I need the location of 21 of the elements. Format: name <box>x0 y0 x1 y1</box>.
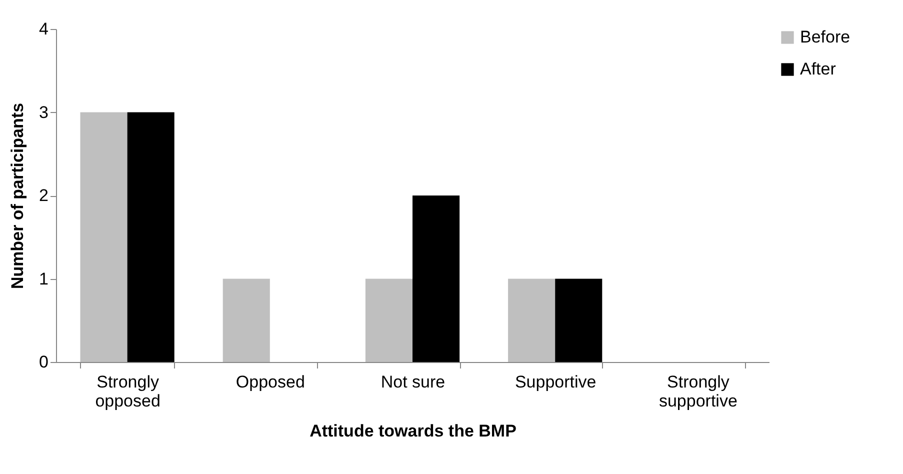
y-tick-label: 4 <box>39 20 48 38</box>
bar <box>80 112 128 362</box>
bar <box>222 278 270 362</box>
y-tick-label: 0 <box>39 352 48 372</box>
x-tick-label: Opposed <box>236 372 305 392</box>
x-tick-label: Strongly opposed <box>95 372 160 410</box>
bar <box>412 196 460 362</box>
y-tick-label: 1 <box>39 269 48 288</box>
legend-label: Before <box>800 28 850 46</box>
y-tick-label: 3 <box>39 102 48 122</box>
x-tick-label: Not sure <box>380 372 446 392</box>
y-tick-label: 2 <box>39 186 48 205</box>
bar <box>365 278 412 362</box>
bar <box>555 278 602 362</box>
x-axis-title: Attitude towards the BMP <box>310 422 516 440</box>
y-axis-title: Number of participants <box>8 102 28 290</box>
bar <box>127 112 174 362</box>
legend-label: After <box>800 60 836 78</box>
bar <box>508 278 556 362</box>
x-tick-label: Supportive <box>514 372 596 392</box>
x-tick-label: Strongly supportive <box>658 372 738 410</box>
